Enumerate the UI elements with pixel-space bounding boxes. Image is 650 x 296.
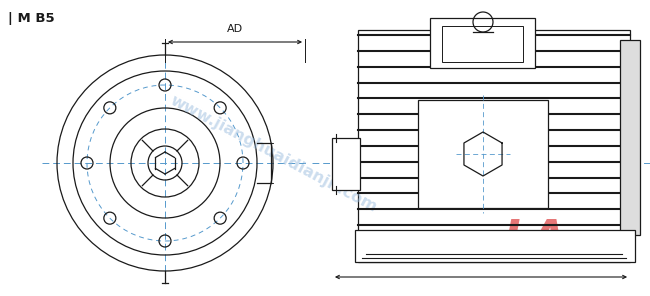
Bar xyxy=(430,18,535,68)
Bar xyxy=(355,230,635,262)
Text: www.jianghuaidianjii.com: www.jianghuaidianjii.com xyxy=(167,93,379,215)
Bar xyxy=(418,100,548,208)
Bar xyxy=(620,40,640,235)
Bar xyxy=(358,30,630,262)
Bar xyxy=(442,26,523,62)
Text: | M B5: | M B5 xyxy=(8,12,55,25)
Text: LA: LA xyxy=(504,218,566,261)
Text: AD: AD xyxy=(227,24,243,34)
Bar xyxy=(332,138,360,190)
